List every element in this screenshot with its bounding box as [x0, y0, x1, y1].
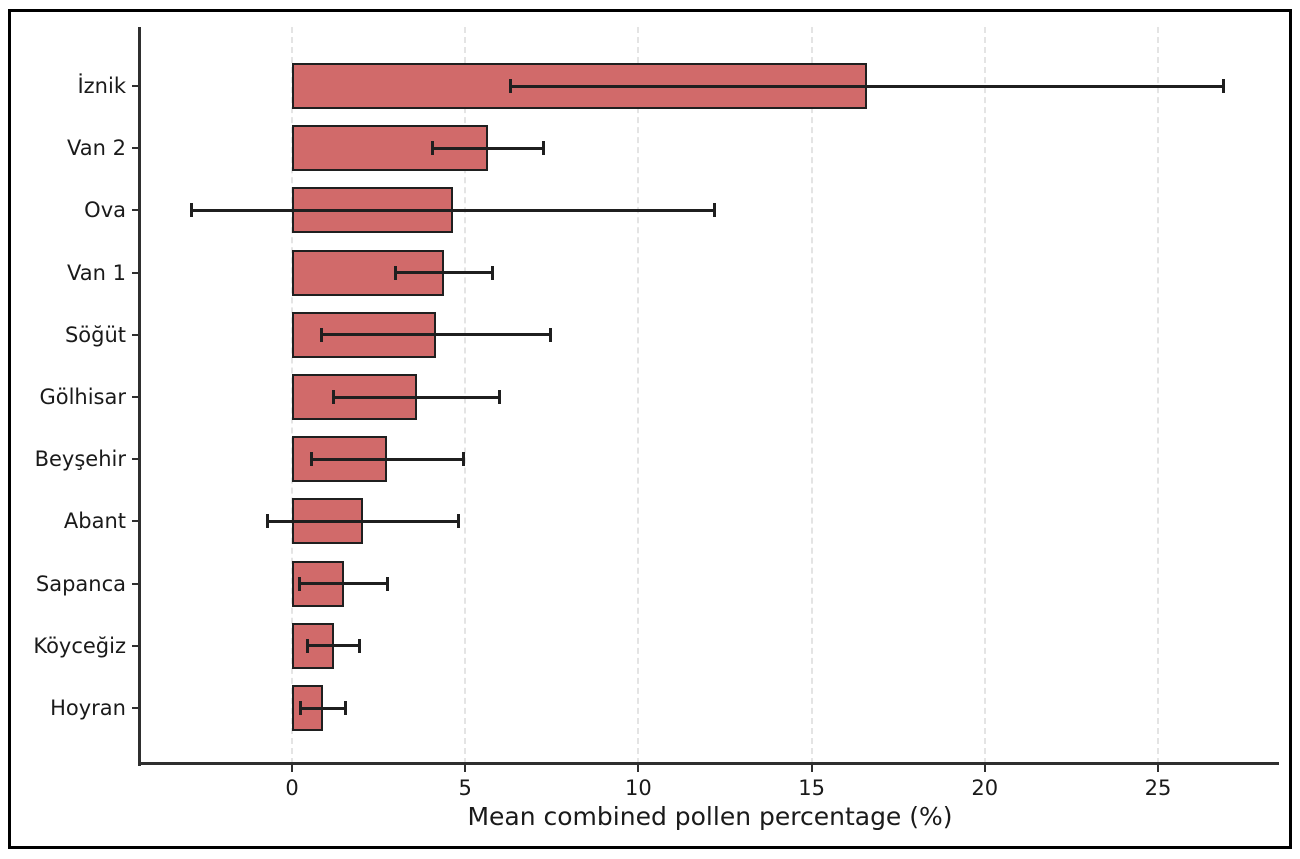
y-tick-mark	[132, 271, 140, 274]
y-axis-spine	[138, 27, 141, 766]
x-tick-mark	[464, 764, 467, 772]
y-tick-label: Abant	[63, 509, 126, 534]
x-tick-label: 0	[285, 776, 299, 800]
x-tick-mark	[810, 764, 813, 772]
error-bar	[267, 519, 459, 523]
error-bar	[333, 395, 500, 399]
error-bar	[299, 582, 388, 586]
y-tick-label: Sapanca	[35, 571, 126, 596]
error-bar-cap	[386, 576, 390, 591]
y-tick-mark	[132, 707, 140, 709]
x-tick-label: 25	[1144, 776, 1172, 800]
y-tick-mark	[132, 520, 140, 523]
error-bar-cap	[508, 79, 512, 93]
y-tick-mark	[132, 582, 140, 585]
error-bar	[311, 457, 464, 461]
error-bar-cap	[319, 327, 323, 342]
error-bar-cap	[358, 638, 362, 653]
figure-border	[8, 9, 1292, 849]
error-bar-cap	[298, 576, 302, 591]
error-bar-cap	[266, 514, 270, 529]
y-tick-label: Gölhisar	[39, 385, 126, 409]
x-tick-mark	[637, 764, 640, 772]
gridline	[637, 27, 640, 764]
error-bar-cap	[344, 701, 348, 715]
y-tick-mark	[132, 644, 140, 647]
error-bar-cap	[332, 390, 336, 404]
error-bar-cap	[306, 638, 310, 653]
y-tick-mark	[132, 333, 140, 336]
error-bar	[300, 706, 346, 710]
gridline	[983, 27, 986, 764]
error-bar	[395, 271, 493, 275]
y-tick-label: Beyşehir	[34, 447, 126, 472]
error-bar-cap	[498, 390, 502, 404]
y-tick-label: Van 2	[67, 136, 126, 161]
x-tick-mark	[1157, 764, 1159, 772]
x-tick-label: 10	[625, 776, 652, 800]
x-axis-spine	[138, 762, 1279, 765]
x-tick-label: 20	[971, 776, 999, 800]
gridline	[810, 27, 813, 764]
error-bar-cap	[1222, 79, 1226, 93]
y-tick-mark	[132, 147, 140, 150]
x-axis-label: Mean combined pollen percentage (%)	[467, 802, 953, 831]
error-bar	[321, 333, 551, 337]
error-bar-cap	[541, 141, 545, 156]
error-bar-cap	[299, 701, 303, 715]
error-bar	[510, 84, 1224, 88]
y-tick-label: İznik	[77, 74, 126, 98]
error-bar-cap	[461, 452, 465, 467]
error-bar-cap	[309, 452, 313, 467]
y-tick-mark	[132, 209, 140, 212]
error-bar-cap	[394, 265, 398, 280]
gridline	[1157, 27, 1159, 764]
y-tick-label: Hoyran	[50, 696, 126, 720]
y-tick-label: Ova	[84, 198, 126, 223]
x-tick-label: 15	[798, 776, 825, 800]
y-tick-mark	[132, 85, 140, 87]
error-bar-cap	[190, 203, 194, 218]
x-tick-label: 5	[458, 776, 472, 800]
error-bar-cap	[548, 327, 552, 342]
y-tick-label: Van 1	[67, 260, 126, 285]
error-bar	[307, 644, 360, 648]
y-tick-label: Söğüt	[64, 322, 126, 347]
y-tick-label: Köyceğiz	[33, 633, 126, 658]
error-bar	[432, 146, 544, 150]
error-bar-cap	[456, 514, 460, 529]
x-tick-mark	[983, 764, 986, 772]
error-bar-cap	[430, 141, 434, 156]
error-bar-cap	[491, 265, 495, 280]
y-tick-mark	[132, 458, 140, 461]
error-bar-cap	[713, 203, 717, 218]
error-bar	[191, 208, 715, 212]
y-tick-mark	[132, 396, 140, 398]
x-tick-mark	[291, 764, 293, 772]
